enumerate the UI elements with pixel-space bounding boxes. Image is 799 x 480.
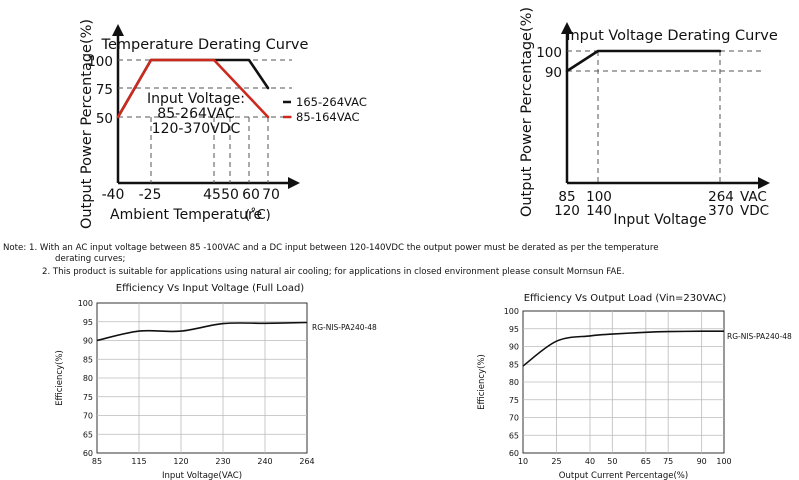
eff-vin-y-tick-label: 85 xyxy=(83,355,93,364)
eff-load-x-tick-label: 90 xyxy=(697,457,707,466)
eff-vin-y-tick-label: 75 xyxy=(83,393,93,402)
temp-series-line xyxy=(116,58,270,119)
temp-y-axis-label: Output Power Percentage(%) xyxy=(79,19,95,229)
eff-vin-y-tick-label: 80 xyxy=(83,374,93,383)
temp-y-tick-label: 100 xyxy=(87,54,113,70)
eff-vin-x-tick-label: 230 xyxy=(215,457,230,466)
vin-x-axis-arrow xyxy=(758,177,770,189)
vin-y-axis-label: Output Power Percentage(%) xyxy=(519,7,535,217)
eff-load-y-tick-label: 70 xyxy=(509,414,519,423)
eff-load-x-tick-label: 65 xyxy=(641,457,651,466)
eff-load-chart-title: Efficiency Vs Output Load (Vin=230VAC) xyxy=(524,293,727,304)
eff-load-y-tick-label: 75 xyxy=(509,396,519,405)
eff-vin-y-tick-label: 95 xyxy=(83,318,93,327)
temp-y-axis-arrow xyxy=(112,24,124,36)
vin-x-unit-ac: VAC xyxy=(740,189,767,205)
eff-vin-x-tick-label: 240 xyxy=(257,457,272,466)
eff-load-x-tick-label: 10 xyxy=(518,457,528,466)
eff-vin-series-label: RG-NIS-PA240-48 xyxy=(312,323,377,332)
eff-load-x-tick-label: 40 xyxy=(585,457,595,466)
eff-load-y-tick-label: 85 xyxy=(509,360,519,369)
eff-load-x-tick-label: 50 xyxy=(607,457,617,466)
vin-x-tick-label-ac: 264 xyxy=(708,189,734,205)
eff-vin-y-tick-label: 60 xyxy=(83,449,93,458)
temp-y-tick-label: 75 xyxy=(96,82,113,98)
eff-vin-series-line xyxy=(96,321,308,342)
temp-annotation-line: 85-264VAC xyxy=(157,106,235,122)
eff-vin-y-tick-label: 100 xyxy=(78,299,93,308)
vin-x-tick-label-dc: 370 xyxy=(708,203,734,219)
note-1-continued: derating curves; xyxy=(55,254,126,264)
temp-legend-label: 165-264VAC xyxy=(296,95,367,109)
vin-x-tick-label-dc: 120 xyxy=(554,203,580,219)
vin-chart-title: Input Voltage Derating Curve xyxy=(566,28,778,44)
eff-load-y-tick-label: 65 xyxy=(509,431,519,440)
temp-x-tick-label: 45 xyxy=(203,187,221,203)
eff-vin-y-axis-label: Efficiency(%) xyxy=(55,350,65,406)
eff-vin-x-axis-label: Input Voltage(VAC) xyxy=(162,471,242,480)
vin-x-tick-label-dc: 140 xyxy=(586,203,612,219)
eff-vin-y-tick-label: 70 xyxy=(83,412,93,421)
eff-load-x-tick-label: 100 xyxy=(716,457,731,466)
temp-x-tick-label: 50 xyxy=(221,187,239,203)
temp-annotation-title: Input Voltage: xyxy=(147,91,245,107)
eff-vin-x-tick-label: 264 xyxy=(299,457,314,466)
eff-load-y-tick-label: 100 xyxy=(504,307,519,316)
note-1: Note: 1. With an AC input voltage betwee… xyxy=(3,243,659,253)
vin-series-line xyxy=(565,49,722,73)
note-2: 2. This product is suitable for applicat… xyxy=(42,267,625,277)
vin-y-tick-label: 90 xyxy=(545,65,562,81)
vin-y-axis-arrow xyxy=(561,22,573,34)
temp-legend-label: 85-164VAC xyxy=(296,110,360,124)
eff-vin-x-tick-label: 115 xyxy=(131,457,146,466)
eff-vin-x-tick-label: 85 xyxy=(92,457,102,466)
temp-x-axis-unit: (˚C) xyxy=(245,207,271,223)
temp-x-tick-label: 60 xyxy=(242,187,260,203)
temp-chart-title: Temperature Derating Curve xyxy=(101,37,309,53)
eff-load-x-axis-label: Output Current Percentage(%) xyxy=(559,471,688,480)
eff-load-y-tick-label: 90 xyxy=(509,343,519,352)
temp-x-tick-label: -40 xyxy=(102,187,125,203)
eff-vin-chart-title: Efficiency Vs Input Voltage (Full Load) xyxy=(116,283,305,294)
eff-load-y-tick-label: 80 xyxy=(509,378,519,387)
temp-x-axis-arrow xyxy=(288,177,300,189)
eff-load-y-axis-label: Efficiency(%) xyxy=(477,354,487,410)
temp-annotation-line: 120-370VDC xyxy=(152,121,241,137)
eff-load-x-tick-label: 75 xyxy=(663,457,673,466)
eff-load-x-tick-label: 25 xyxy=(551,457,561,466)
temp-x-tick-label: 70 xyxy=(262,187,280,203)
eff-load-y-tick-label: 95 xyxy=(509,325,519,334)
eff-load-series-line xyxy=(522,330,724,367)
eff-load-y-tick-label: 60 xyxy=(509,449,519,458)
temp-x-axis-label: Ambient Temperature xyxy=(110,207,262,223)
temp-x-tick-label: -25 xyxy=(139,187,162,203)
vin-x-unit-dc: VDC xyxy=(740,203,769,219)
vin-y-tick-label: 100 xyxy=(536,45,562,61)
vin-x-tick-label-ac: 85 xyxy=(558,189,575,205)
eff-vin-y-tick-label: 90 xyxy=(83,337,93,346)
eff-vin-x-tick-label: 120 xyxy=(173,457,188,466)
vin-x-axis-label: Input Voltage xyxy=(613,212,706,228)
temp-y-tick-label: 50 xyxy=(96,111,113,127)
eff-vin-y-tick-label: 65 xyxy=(83,430,93,439)
vin-x-tick-label-ac: 100 xyxy=(586,189,612,205)
eff-load-series-label: RG-NIS-PA240-48 xyxy=(727,332,792,341)
